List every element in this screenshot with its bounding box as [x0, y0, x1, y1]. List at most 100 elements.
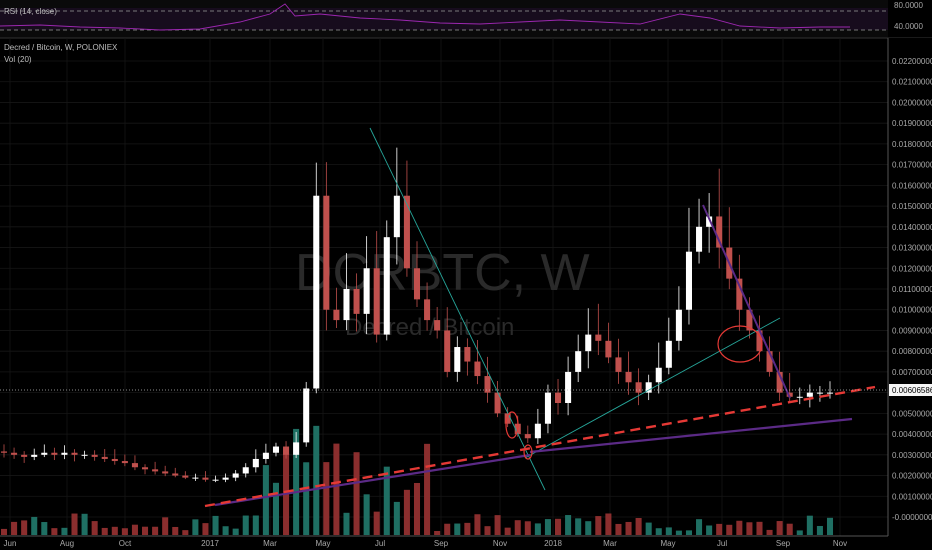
current-price-tag: 0.00606586 — [889, 384, 932, 396]
candle-body — [91, 454, 98, 457]
time-axis[interactable]: Jun Aug Oct 2017 Mar May Jul Sep Nov 2018 Mar May Ju… — [4, 539, 848, 548]
red-circle-3 — [717, 325, 763, 363]
volume-bar — [182, 530, 189, 535]
volume-bar — [21, 520, 28, 535]
candle-body — [212, 479, 219, 481]
price-tick-label: 0.01300000 — [892, 244, 932, 253]
volume-bar — [121, 528, 128, 535]
candle-body — [101, 456, 108, 459]
candle-body — [746, 309, 753, 331]
volume-bar — [595, 516, 602, 535]
rsi-tick-label: 40.0000 — [894, 22, 923, 31]
candle-body — [716, 216, 723, 248]
volume-bar — [565, 515, 572, 535]
volume-bar — [293, 428, 300, 535]
volume-bar — [786, 523, 793, 535]
purple-support-line-2 — [529, 417, 853, 454]
candle-body — [766, 351, 773, 372]
candle-body — [172, 473, 179, 476]
price-tick-label: 0.01200000 — [892, 264, 932, 273]
volume-bar — [726, 524, 733, 535]
price-tick-label: 0.01600000 — [892, 181, 932, 190]
candle-body — [71, 452, 78, 455]
grid — [0, 38, 888, 536]
candle-body — [434, 320, 441, 331]
candle-body — [131, 463, 138, 468]
candle-body — [111, 458, 118, 462]
time-tick-label: 2017 — [201, 539, 219, 548]
volume-bar — [796, 530, 803, 535]
candle-body — [11, 452, 18, 455]
volume-bar — [222, 526, 229, 535]
candle-body — [313, 195, 320, 389]
volume-bar — [655, 528, 662, 535]
candle-body — [816, 392, 823, 394]
rsi-axis: 80.0000 40.0000 — [894, 1, 923, 31]
chart-title: Decred / Bitcoin, W, POLONIEX — [4, 43, 118, 52]
candle-body — [444, 330, 451, 372]
candle-body — [51, 452, 58, 455]
volume-bar — [373, 511, 380, 535]
candle-body — [494, 392, 501, 414]
candle-body — [303, 388, 310, 443]
volume-bar — [131, 524, 138, 535]
candle-body — [293, 442, 300, 455]
candle-body — [595, 334, 602, 341]
candle-body — [756, 330, 763, 352]
volume-bar — [615, 523, 622, 535]
candle-body — [142, 467, 149, 470]
candle-body — [41, 452, 48, 455]
red-dashed-trend-line — [204, 385, 876, 508]
price-axis[interactable]: 0.02200000 0.02100000 0.02000000 0.01900000… — [892, 57, 932, 522]
volume-bar — [756, 521, 763, 535]
volume-bar — [524, 521, 531, 535]
price-tick-label: 0.01900000 — [892, 119, 932, 128]
volume-bar — [313, 425, 320, 535]
time-tick-label: 2018 — [544, 539, 562, 548]
time-tick-label: May — [660, 539, 675, 548]
candle-body — [796, 396, 803, 398]
volume-bar — [555, 518, 562, 535]
candle-body — [121, 461, 128, 464]
price-tick-label: 0.01500000 — [892, 202, 932, 211]
candle-body — [555, 392, 562, 403]
volume-bar — [41, 522, 48, 535]
volume-bar — [212, 515, 219, 535]
volume-bar — [696, 519, 703, 535]
volume-bar — [806, 515, 813, 535]
red-circle-2 — [523, 444, 533, 460]
candle-body — [21, 454, 28, 457]
volume-bar — [424, 443, 431, 535]
candle-body — [262, 452, 269, 459]
volume-bar — [504, 527, 511, 535]
price-tick-label: 0.00400000 — [892, 430, 932, 439]
purple-support-line — [214, 453, 531, 507]
candle-body — [424, 299, 431, 321]
candle-body — [826, 392, 834, 394]
candle-body — [162, 471, 169, 474]
candle-body — [464, 347, 471, 362]
volume-bar — [585, 521, 592, 535]
candle-body — [252, 458, 259, 468]
volume-bar — [393, 501, 400, 535]
price-tick-label: 0.01800000 — [892, 140, 932, 149]
price-tick-label: 0.00900000 — [892, 326, 932, 335]
volume-bar — [746, 522, 753, 535]
volume-bar — [534, 523, 541, 535]
volume-bar — [111, 526, 118, 535]
volume-bar — [826, 517, 834, 535]
candle-body — [343, 289, 350, 321]
price-tick-label: 0.02100000 — [892, 78, 932, 87]
candle-body — [413, 268, 421, 300]
volume-bar — [716, 523, 723, 535]
volume-bar — [51, 528, 58, 535]
volume-bar — [494, 515, 501, 535]
volume-bar — [454, 523, 461, 535]
volume-bar — [172, 526, 179, 535]
candle-body — [333, 309, 340, 321]
volume-bar — [575, 518, 582, 535]
candle-body — [363, 268, 370, 314]
time-tick-label: Mar — [263, 539, 277, 548]
rsi-pane[interactable]: RSI (14, close) — [0, 0, 888, 38]
